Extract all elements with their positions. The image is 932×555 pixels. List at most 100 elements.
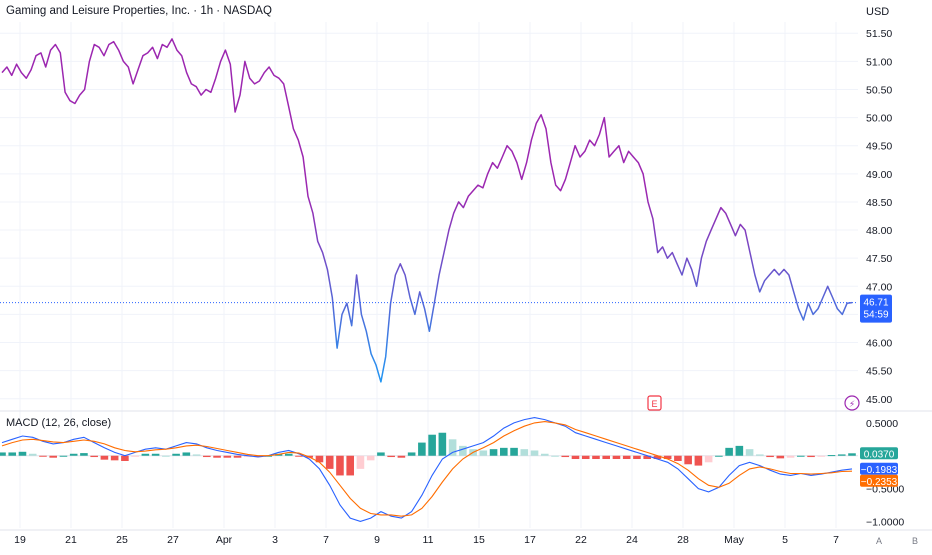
price-tick-label: 48.00: [866, 225, 892, 237]
macd-histogram-bar: [110, 455, 119, 461]
price-tick-label: 51.50: [866, 28, 892, 40]
macd-histogram-bar: [797, 455, 805, 457]
macd-histogram-bar: [203, 455, 211, 458]
macd-histogram-bar: [592, 455, 600, 460]
x-tick-label: 28: [677, 534, 689, 546]
macd-indicator-title[interactable]: MACD (12, 26, close): [6, 417, 112, 429]
signal-value-tag-text: −0.2353: [861, 477, 898, 488]
macd-histogram-bar: [561, 455, 570, 458]
x-tick-label: 7: [323, 534, 329, 546]
macd-histogram-bar: [397, 455, 406, 458]
macd-histogram-bar: [151, 453, 160, 456]
price-tick-label: 51.00: [866, 56, 892, 68]
macd-histogram-bar: [213, 455, 221, 458]
macd-histogram-bar: [715, 455, 723, 457]
macd-histogram-bar: [284, 453, 293, 456]
macd-histogram-bar: [735, 445, 744, 456]
signal-line: [1, 421, 853, 517]
macd-histogram-bar: [602, 455, 611, 460]
macd-histogram-bar: [684, 455, 692, 465]
x-tick-label: 5: [782, 534, 788, 546]
macd-histogram-bar: [223, 455, 232, 458]
macd-histogram-bar: [18, 451, 27, 456]
macd-histogram-bar: [315, 455, 324, 463]
macd-histogram-bar: [448, 439, 457, 456]
macd-histogram-bar: [172, 453, 180, 456]
macd-histogram-bar: [131, 455, 139, 457]
macd-histogram-bar: [459, 445, 467, 456]
earnings-icon: [647, 395, 662, 411]
macd-histogram-bar: [28, 453, 37, 456]
x-tick-label: 21: [65, 534, 77, 546]
macd-histogram-bar: [121, 455, 129, 461]
currency-label: USD: [866, 6, 890, 18]
x-tick-label: Apr: [216, 534, 233, 546]
price-tick-label: 49.50: [866, 141, 892, 153]
macd-histogram-bar: [704, 455, 713, 463]
lightning-icon: [844, 395, 860, 411]
dividend-marker-glyph: ⚡: [849, 400, 855, 410]
macd-histogram-bar: [848, 453, 856, 456]
macd-histogram-bar: [243, 455, 252, 458]
macd-histogram-bar: [325, 455, 334, 469]
macd-histogram-bar: [69, 453, 78, 456]
macd-histogram-bar: [807, 455, 815, 458]
macd-line: [1, 417, 853, 522]
bar-countdown: 54:59: [863, 310, 888, 321]
price-tick-label: 49.00: [866, 169, 892, 181]
earnings-marker-glyph: E: [651, 399, 657, 409]
macd-histogram-bar: [827, 455, 836, 457]
macd-histogram-bar: [571, 455, 580, 460]
macd-value-tag-text: −0.1983: [861, 465, 898, 476]
log-scale-button[interactable]: B: [912, 536, 919, 546]
x-tick-label: 27: [167, 534, 179, 546]
macd-histogram-bar: [674, 455, 682, 461]
macd-histogram-bar: [745, 449, 754, 456]
macd-histogram-bar: [837, 454, 846, 456]
x-tick-label: 17: [524, 534, 536, 546]
macd-histogram-bar: [80, 453, 88, 456]
x-tick-label: 22: [575, 534, 587, 546]
macd-histogram-tag-text: 0.0370: [864, 449, 895, 460]
price-tick-label: 45.50: [866, 366, 892, 378]
macd-histogram-tag: [860, 447, 898, 460]
x-tick-label: 11: [423, 534, 434, 546]
price-tick-label: 50.50: [866, 84, 892, 96]
macd-histogram-bar: [377, 452, 385, 456]
macd-histogram-bar: [530, 450, 539, 456]
x-tick-label: 24: [626, 534, 638, 546]
macd-histogram-bar: [489, 449, 498, 456]
macd-histogram-bar: [581, 455, 590, 460]
macd-histogram-bar: [540, 453, 549, 456]
macd-histogram-bar: [653, 455, 662, 460]
x-tick-label: 15: [473, 534, 485, 546]
macd-tick-label: −1.0000: [866, 516, 904, 528]
macd-histogram-bar: [254, 455, 262, 458]
macd-histogram-bar: [233, 455, 242, 458]
price-line: [1, 38, 853, 383]
price-tick-label: 48.50: [866, 197, 892, 209]
last-price-tag: [860, 294, 892, 323]
last-price-value: 46.71: [863, 298, 888, 309]
macd-histogram-bar: [356, 455, 365, 469]
macd-histogram-bar: [100, 455, 109, 460]
chart-title: Gaming and Leisure Properties, Inc. · 1h…: [6, 5, 272, 17]
x-tick-label: 25: [116, 534, 128, 546]
macd-tick-label: 0.5000: [866, 418, 898, 430]
macd-histogram-bar: [663, 455, 672, 460]
macd-histogram-bar: [59, 455, 68, 457]
macd-histogram-bar: [428, 434, 436, 456]
auto-scale-button[interactable]: A: [876, 536, 883, 546]
macd-histogram-bar: [49, 455, 57, 458]
macd-histogram-bar: [295, 455, 303, 457]
price-tick-label: 46.00: [866, 338, 892, 350]
price-tick-label: 47.00: [866, 281, 892, 293]
macd-histogram-bar: [694, 455, 703, 466]
macd-histogram-bar: [786, 455, 795, 458]
macd-histogram-bar: [182, 452, 191, 456]
macd-histogram-bar: [366, 455, 375, 461]
price-tick-label: 45.00: [866, 394, 892, 406]
macd-histogram-bar: [612, 455, 621, 460]
